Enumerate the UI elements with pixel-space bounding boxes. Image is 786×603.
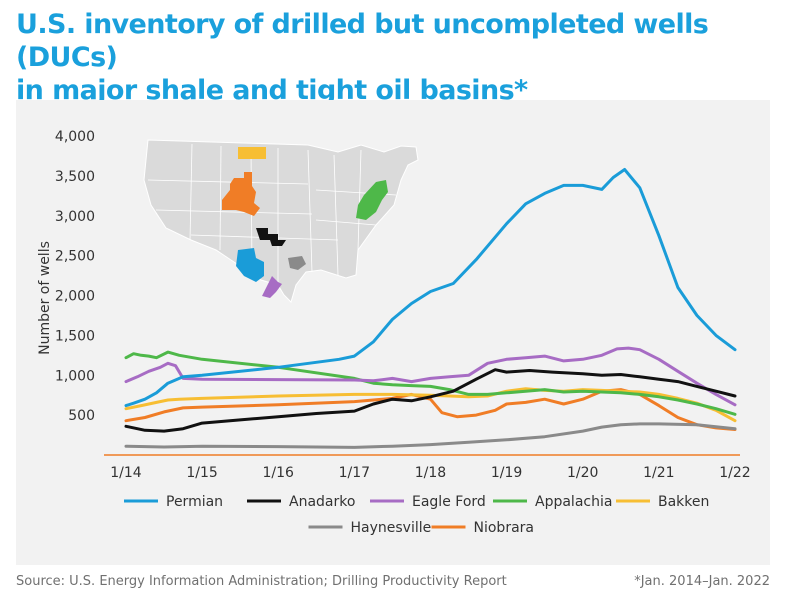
y-tick-label: 2,000 <box>55 289 95 305</box>
y-axis-label: Number of wells <box>37 241 53 355</box>
legend-label-appalachia: Appalachia <box>535 494 612 510</box>
series-line-haynesville <box>124 422 737 449</box>
series-line-anadarko <box>124 368 737 433</box>
series-line-appalachia <box>124 350 737 416</box>
x-tick-label: 1/18 <box>415 465 446 481</box>
x-tick-label: 1/17 <box>339 465 370 481</box>
haynesville-basin-shape <box>288 256 306 270</box>
chart-title: U.S. inventory of drilled but uncomplete… <box>16 8 776 107</box>
y-tick-label: 3,000 <box>55 209 95 225</box>
legend-label-eagle-ford: Eagle Ford <box>412 494 486 510</box>
legend-label-bakken: Bakken <box>658 494 709 510</box>
anadarko-basin-shape <box>256 228 286 246</box>
x-tick-label: 1/15 <box>186 465 217 481</box>
permian-basin-shape <box>236 248 264 282</box>
title-line-1: U.S. inventory of drilled but uncomplete… <box>16 9 709 73</box>
x-tick-label: 1/14 <box>110 465 142 481</box>
series-line-permian <box>124 168 737 408</box>
legend-label-permian: Permian <box>166 494 223 510</box>
x-tick-label: 1/20 <box>567 465 598 481</box>
y-tick-label: 500 <box>68 408 95 424</box>
x-tick-label: 1/22 <box>719 465 750 481</box>
series-line-eagle-ford <box>124 346 737 407</box>
us-basin-map-inset <box>143 139 419 303</box>
state-borders <box>147 143 397 285</box>
y-tick-label: 4,000 <box>55 129 95 145</box>
legend-label-anadarko: Anadarko <box>289 494 355 510</box>
source-note: Source: U.S. Energy Information Administ… <box>16 574 507 589</box>
x-tick-label: 1/19 <box>491 465 522 481</box>
bakken-basin-shape <box>238 147 266 159</box>
y-tick-label: 3,500 <box>55 169 95 185</box>
y-tick-label: 1,500 <box>55 328 95 344</box>
appalachia-basin-shape <box>356 180 388 220</box>
legend-label-niobrara: Niobrara <box>474 520 534 536</box>
date-range-footnote: *Jan. 2014–Jan. 2022 <box>634 574 770 589</box>
niobrara-basin-shape <box>222 172 260 216</box>
y-tick-label: 2,500 <box>55 249 95 265</box>
y-tick-label: 1,000 <box>55 368 95 384</box>
eagle-ford-basin-shape <box>262 276 282 298</box>
x-tick-label: 1/16 <box>263 465 295 481</box>
us-map-outline <box>143 139 419 303</box>
legend-label-haynesville: Haynesville <box>351 520 432 536</box>
series-line-niobrara <box>124 388 737 431</box>
x-tick-label: 1/21 <box>643 465 674 481</box>
line-chart: 500 1,000 1,500 2,000 2,500 3,000 3,500 4,000 1… <box>37 129 751 536</box>
